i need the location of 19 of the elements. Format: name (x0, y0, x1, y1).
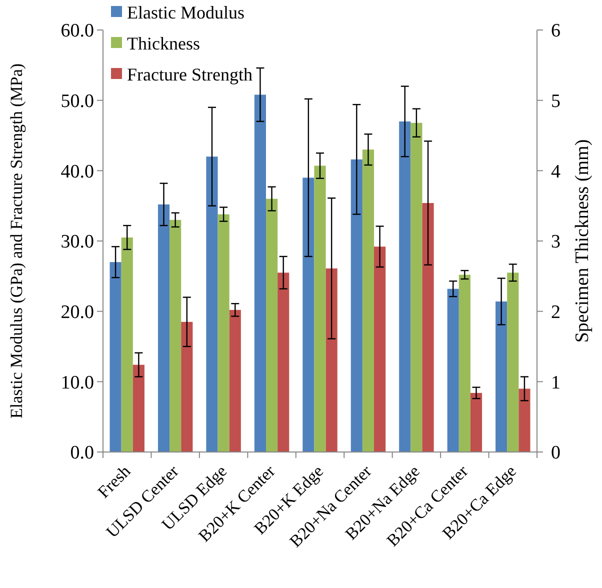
y-axis-title: Elastic Modulus (GPa) and Fracture Strength (MPa) (7, 63, 26, 419)
legend-label: Thickness (127, 33, 200, 54)
legend-label: Elastic Modulus (127, 2, 244, 22)
y-tick-label: 30.0 (60, 232, 94, 253)
y2-tick-label: 3 (551, 232, 560, 253)
y2-tick-label: 1 (551, 372, 560, 394)
y-tick-label: 60.0 (60, 20, 94, 42)
y-tick-label: 20.0 (60, 302, 94, 323)
y2-tick-label: 0 (551, 442, 560, 464)
y-tick-label: 0.0 (70, 442, 94, 464)
legend-label: Fracture Strength (127, 64, 252, 84)
y-tick-label: 50.0 (60, 90, 94, 112)
y2-axis-title: Specimen Thickness (mm) (572, 139, 593, 343)
y-tick-label: 40.0 (60, 161, 94, 182)
y2-tick-label: 5 (551, 90, 560, 112)
y2-tick-label: 2 (551, 302, 560, 323)
y2-tick-label: 6 (551, 20, 560, 42)
y-tick-label: 10.0 (60, 372, 94, 394)
y2-tick-label: 4 (551, 161, 561, 182)
